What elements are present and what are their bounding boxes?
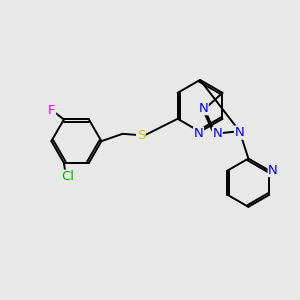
Text: Cl: Cl [61,170,74,183]
Text: N: N [212,128,222,140]
Text: N: N [235,126,244,139]
Text: S: S [137,129,145,142]
Text: N: N [194,127,203,140]
Text: N: N [268,164,278,176]
Text: F: F [48,103,56,117]
Text: N: N [198,102,208,115]
